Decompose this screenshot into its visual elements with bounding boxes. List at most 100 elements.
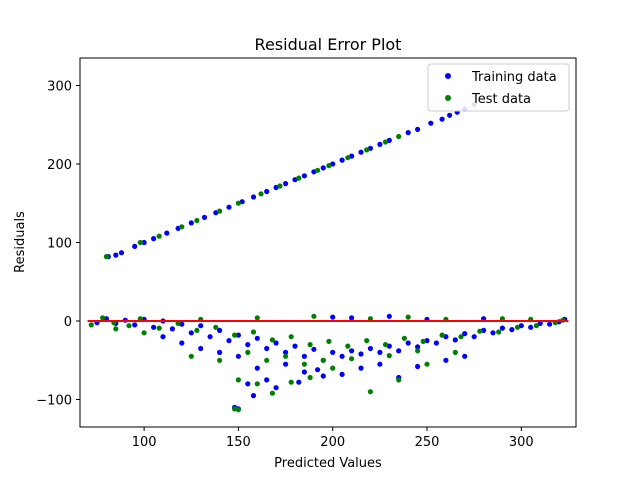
point-test-45 [113, 326, 119, 332]
x-axis: 100 150 200 250 300 [132, 427, 534, 450]
point-test-33 [364, 338, 370, 344]
point-training-79 [509, 327, 515, 333]
x-tick-label: 100 [132, 435, 157, 450]
point-test-11 [326, 163, 332, 169]
point-training-112 [386, 313, 392, 319]
point-test-61 [283, 353, 289, 359]
point-training-16 [283, 181, 289, 187]
point-training-51 [245, 342, 251, 348]
point-test-1 [137, 239, 143, 246]
point-test-10 [315, 167, 321, 173]
point-training-86 [254, 365, 260, 371]
point-test-22 [156, 325, 162, 331]
legend-label: Training data [471, 70, 557, 85]
point-training-13 [250, 194, 257, 200]
point-test-72 [367, 316, 373, 322]
point-training-103 [443, 357, 449, 363]
point-test-37 [439, 332, 445, 338]
point-training-73 [452, 337, 458, 343]
point-training-3 [132, 243, 138, 249]
point-test-28 [269, 337, 275, 343]
point-training-22 [339, 157, 345, 163]
point-test-40 [496, 329, 502, 335]
point-training-77 [490, 330, 496, 336]
point-training-30 [428, 120, 434, 126]
point-training-11 [226, 204, 232, 210]
point-test-4 [194, 217, 200, 224]
y-tick-label: 200 [47, 158, 72, 173]
point-test-63 [320, 357, 326, 363]
point-training-81 [528, 324, 534, 330]
point-test-49 [235, 377, 241, 383]
point-test-18 [100, 315, 106, 321]
point-training-69 [415, 344, 421, 350]
point-training-2 [118, 250, 125, 256]
point-test-24 [194, 327, 200, 333]
point-training-91 [339, 371, 345, 377]
point-training-87 [264, 377, 270, 383]
point-training-93 [377, 361, 383, 367]
point-test-0 [103, 254, 109, 260]
point-training-109 [235, 353, 241, 359]
point-training-104 [462, 353, 468, 359]
point-test-26 [232, 332, 238, 338]
point-training-52 [254, 335, 260, 341]
point-training-39 [132, 322, 138, 328]
point-test-23 [175, 320, 181, 326]
y-tick-label: 0 [64, 315, 72, 330]
point-test-7 [258, 191, 264, 197]
point-training-75 [471, 334, 477, 340]
y-tick-label: 100 [47, 237, 72, 252]
point-training-49 [226, 338, 232, 344]
point-training-8 [188, 220, 194, 226]
point-training-26 [377, 141, 383, 147]
point-training-61 [339, 353, 345, 359]
point-test-65 [386, 353, 392, 359]
point-test-53 [307, 374, 313, 381]
point-training-99 [273, 385, 279, 391]
point-training-63 [358, 351, 364, 357]
point-training-9 [201, 214, 208, 220]
point-training-102 [415, 363, 421, 370]
point-test-27 [250, 329, 257, 335]
y-axis-label: Residuals [13, 211, 28, 273]
point-training-65 [377, 349, 383, 355]
point-test-3 [179, 224, 185, 230]
point-training-5 [151, 236, 157, 242]
point-training-110 [330, 314, 336, 320]
point-test-51 [269, 390, 275, 396]
point-training-45 [188, 330, 194, 336]
point-training-6 [164, 230, 170, 236]
point-training-53 [264, 345, 270, 352]
point-test-17 [88, 322, 94, 328]
point-training-46 [198, 323, 204, 329]
point-test-30 [307, 342, 313, 348]
point-test-57 [424, 361, 430, 367]
point-training-83 [547, 321, 553, 327]
point-test-55 [367, 389, 373, 395]
point-test-34 [382, 342, 389, 348]
legend-marker [445, 73, 451, 79]
point-test-13 [364, 147, 370, 153]
point-training-20 [320, 165, 326, 171]
x-tick-label: 150 [226, 435, 251, 450]
point-test-21 [137, 316, 143, 322]
point-test-38 [458, 334, 464, 340]
point-training-24 [358, 149, 364, 155]
point-test-75 [499, 316, 505, 322]
point-test-6 [235, 200, 241, 206]
point-test-50 [254, 381, 260, 387]
point-training-47 [207, 334, 213, 340]
point-training-105 [160, 334, 166, 340]
point-training-4 [141, 239, 147, 246]
point-training-43 [169, 326, 175, 332]
point-training-41 [151, 324, 157, 330]
point-training-78 [499, 325, 505, 331]
point-test-32 [345, 343, 351, 349]
point-test-47 [188, 353, 194, 359]
point-training-57 [301, 353, 307, 359]
point-training-111 [349, 315, 355, 321]
point-training-68 [405, 340, 411, 346]
point-test-29 [288, 334, 294, 340]
